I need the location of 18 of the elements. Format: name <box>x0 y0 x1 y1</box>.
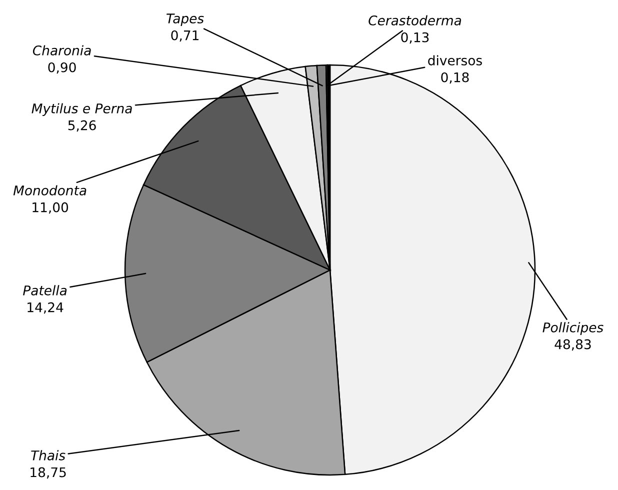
slice-label: Pollicipes <box>542 322 604 335</box>
data-label: 14,24 <box>28 302 64 314</box>
data-label: 5,26 <box>68 120 96 132</box>
slice-label: Patella <box>23 285 67 296</box>
slice-label: Monodonta <box>13 185 86 196</box>
data-label: 0,90 <box>48 62 76 74</box>
slice-label: Thais <box>31 450 66 460</box>
slice-label: Mytilus e Perna <box>32 103 132 116</box>
slice-label: Tapes <box>166 14 204 26</box>
data-label: 11,00 <box>32 202 68 214</box>
data-label: 18,75 <box>30 467 66 479</box>
slice-label: Cerastoderma <box>368 15 462 26</box>
data-label: 0,13 <box>401 32 429 44</box>
slice-label: diversos <box>428 55 482 66</box>
data-label: 0,18 <box>441 72 469 84</box>
data-label: 0,71 <box>171 30 198 42</box>
slice-label: Charonia <box>32 45 91 56</box>
data-label: 48,83 <box>554 339 591 351</box>
